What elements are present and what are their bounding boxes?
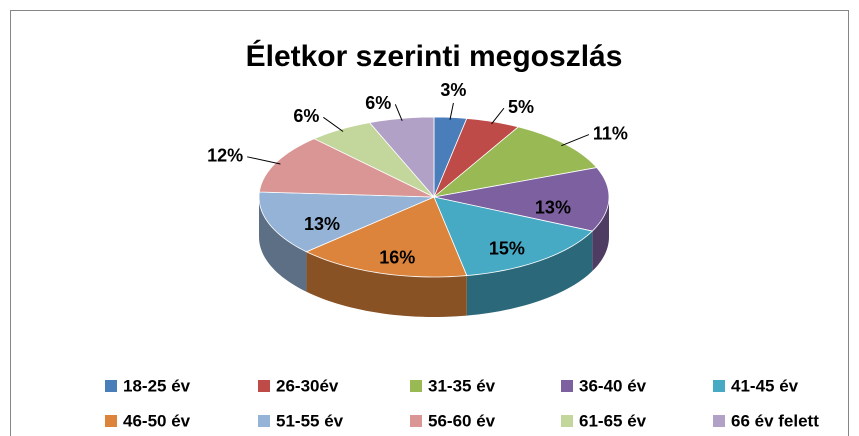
data-label: 3% <box>440 80 466 100</box>
leader-line <box>491 107 505 125</box>
leader-line <box>394 104 403 121</box>
legend-label: 36-40 év <box>579 376 647 395</box>
data-label: 12% <box>207 146 243 166</box>
data-label: 15% <box>489 239 525 259</box>
slice <box>433 196 594 277</box>
legend-label: 46-50 év <box>123 411 191 430</box>
legend-label: 18-25 év <box>123 376 191 395</box>
data-label: 16% <box>379 247 415 267</box>
slice <box>305 196 468 278</box>
legend-label: 66 év felett <box>731 411 819 430</box>
leader-line <box>449 102 454 120</box>
legend-swatch <box>561 380 573 392</box>
data-label: 5% <box>508 97 534 117</box>
leader-line <box>247 156 281 165</box>
legend-label: 31-35 év <box>428 376 496 395</box>
legend-swatch <box>713 380 725 392</box>
legend-swatch <box>561 415 573 427</box>
data-label: 11% <box>593 123 628 143</box>
slice <box>433 167 610 232</box>
legend-label: 51-55 év <box>276 411 344 430</box>
legend-swatch <box>105 380 117 392</box>
slice <box>258 191 435 253</box>
leader-line <box>561 134 590 147</box>
data-label: 6% <box>293 106 319 126</box>
legend-label: 56-60 év <box>428 411 496 430</box>
slice-side <box>259 197 307 292</box>
data-label: 13% <box>304 214 340 234</box>
legend-swatch <box>713 415 725 427</box>
slice-side <box>592 197 609 272</box>
slice-side <box>306 251 467 317</box>
chart-title: Életkor szerinti megoszlás <box>246 39 623 73</box>
legend-swatch <box>410 380 422 392</box>
legend-swatch <box>105 415 117 427</box>
legend-label: 41-45 év <box>731 376 799 395</box>
legend-swatch <box>410 415 422 427</box>
legend-swatch <box>258 415 270 427</box>
legend-swatch <box>258 380 270 392</box>
data-label: 13% <box>535 197 571 217</box>
data-label: 6% <box>365 93 391 113</box>
leader-line <box>323 116 344 132</box>
legend-label: 26-30év <box>276 376 339 395</box>
legend-label: 61-65 év <box>579 411 647 430</box>
